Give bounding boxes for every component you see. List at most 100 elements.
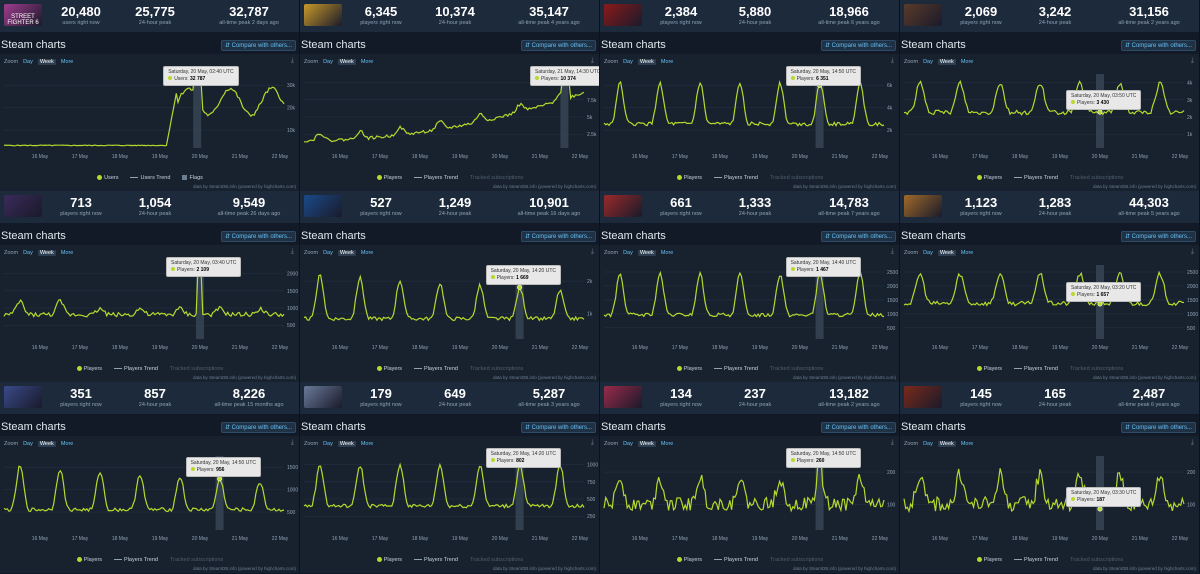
zoom-week-button[interactable]: Week (37, 250, 56, 256)
hover-point[interactable] (517, 284, 523, 290)
zoom-more-button[interactable]: More (360, 250, 374, 256)
zoom-more-button[interactable]: More (60, 441, 74, 447)
game-thumbnail[interactable]: STREET FIGHTER 6 (4, 4, 42, 26)
zoom-week-button[interactable]: Week (37, 441, 56, 447)
compare-button[interactable]: ⇵ Compare with others... (820, 40, 896, 51)
compare-button[interactable]: ⇵ Compare with others... (820, 231, 896, 242)
zoom-day-button[interactable]: Day (923, 250, 933, 256)
zoom-day-button[interactable]: Day (23, 250, 33, 256)
zoom-day-button[interactable]: Day (23, 59, 33, 65)
game-thumbnail[interactable] (304, 4, 342, 26)
zoom-week-button[interactable]: Week (337, 250, 356, 256)
legend-players[interactable]: Players (676, 175, 702, 181)
game-thumbnail[interactable] (304, 386, 342, 408)
compare-button[interactable]: ⇵ Compare with others... (1120, 40, 1196, 51)
legend-players[interactable]: Players (976, 557, 1002, 563)
legend-players-trend[interactable]: Players Trend (114, 557, 158, 563)
zoom-day-button[interactable]: Day (623, 441, 633, 447)
legend-players-trend[interactable]: Players Trend (414, 175, 458, 181)
zoom-day-button[interactable]: Day (323, 59, 333, 65)
game-thumbnail[interactable] (904, 4, 942, 26)
hover-point[interactable] (217, 476, 223, 482)
game-thumbnail[interactable] (4, 386, 42, 408)
download-icon[interactable]: ⤓ (590, 439, 594, 446)
legend-players-trend[interactable]: Players Trend (414, 366, 458, 372)
zoom-day-button[interactable]: Day (923, 441, 933, 447)
zoom-day-button[interactable]: Day (23, 441, 33, 447)
hover-point[interactable] (1097, 506, 1103, 512)
download-icon[interactable]: ⤓ (890, 57, 894, 64)
game-thumbnail[interactable] (604, 386, 642, 408)
zoom-more-button[interactable]: More (660, 59, 674, 65)
download-icon[interactable]: ⤓ (590, 57, 594, 64)
game-thumbnail[interactable] (304, 195, 342, 217)
compare-button[interactable]: ⇵ Compare with others... (520, 40, 596, 51)
zoom-more-button[interactable]: More (960, 59, 974, 65)
download-icon[interactable]: ⤓ (290, 439, 294, 446)
legend-tracked[interactable]: Tracked subscriptions (1069, 366, 1124, 372)
download-icon[interactable]: ⤓ (1190, 439, 1194, 446)
legend-tracked[interactable]: Tracked subscriptions (769, 175, 824, 181)
legend-players-trend[interactable]: Players Trend (714, 557, 758, 563)
game-thumbnail[interactable] (904, 386, 942, 408)
legend-players[interactable]: Players (376, 557, 402, 563)
legend-tracked[interactable]: Tracked subscriptions (469, 366, 524, 372)
zoom-week-button[interactable]: Week (637, 441, 656, 447)
compare-button[interactable]: ⇵ Compare with others... (220, 40, 296, 51)
legend-tracked[interactable]: Tracked subscriptions (469, 175, 524, 181)
legend-players-trend[interactable]: Players Trend (714, 175, 758, 181)
legend-players-trend[interactable]: Players Trend (414, 557, 458, 563)
compare-button[interactable]: ⇵ Compare with others... (1120, 231, 1196, 242)
legend-players-trend[interactable]: Players Trend (1014, 175, 1058, 181)
download-icon[interactable]: ⤓ (890, 439, 894, 446)
legend-players-trend[interactable]: Players Trend (114, 366, 158, 372)
zoom-week-button[interactable]: Week (937, 441, 956, 447)
hover-point[interactable] (1097, 109, 1103, 115)
zoom-week-button[interactable]: Week (37, 59, 56, 65)
legend-tracked[interactable]: Tracked subscriptions (1069, 557, 1124, 563)
legend-users-trend[interactable]: Users Trend (130, 175, 170, 181)
zoom-more-button[interactable]: More (660, 250, 674, 256)
compare-button[interactable]: ⇵ Compare with others... (220, 422, 296, 433)
legend-tracked[interactable]: Tracked subscriptions (169, 366, 224, 372)
compare-button[interactable]: ⇵ Compare with others... (220, 231, 296, 242)
hover-point[interactable] (1097, 301, 1103, 307)
compare-button[interactable]: ⇵ Compare with others... (820, 422, 896, 433)
zoom-week-button[interactable]: Week (937, 250, 956, 256)
game-thumbnail[interactable] (904, 195, 942, 217)
zoom-more-button[interactable]: More (360, 441, 374, 447)
legend-tracked[interactable]: Tracked subscriptions (169, 557, 224, 563)
zoom-week-button[interactable]: Week (637, 250, 656, 256)
download-icon[interactable]: ⤓ (590, 248, 594, 255)
game-thumbnail[interactable] (604, 195, 642, 217)
download-icon[interactable]: ⤓ (890, 248, 894, 255)
zoom-more-button[interactable]: More (660, 441, 674, 447)
zoom-week-button[interactable]: Week (937, 59, 956, 65)
zoom-day-button[interactable]: Day (323, 441, 333, 447)
legend-players[interactable]: Players (676, 366, 702, 372)
compare-button[interactable]: ⇵ Compare with others... (520, 422, 596, 433)
legend-players[interactable]: Players (76, 366, 102, 372)
game-thumbnail[interactable] (604, 4, 642, 26)
legend-players-trend[interactable]: Players Trend (714, 366, 758, 372)
legend-tracked[interactable]: Tracked subscriptions (769, 366, 824, 372)
legend-tracked[interactable]: Tracked subscriptions (469, 557, 524, 563)
download-icon[interactable]: ⤓ (290, 57, 294, 64)
zoom-more-button[interactable]: More (60, 59, 74, 65)
legend-players[interactable]: Players (676, 557, 702, 563)
legend-players[interactable]: Players (76, 557, 102, 563)
compare-button[interactable]: ⇵ Compare with others... (520, 231, 596, 242)
legend-players[interactable]: Players (976, 366, 1002, 372)
zoom-week-button[interactable]: Week (337, 59, 356, 65)
legend-tracked[interactable]: Tracked subscriptions (769, 557, 824, 563)
zoom-day-button[interactable]: Day (623, 59, 633, 65)
compare-button[interactable]: ⇵ Compare with others... (1120, 422, 1196, 433)
legend-players-trend[interactable]: Players Trend (1014, 366, 1058, 372)
download-icon[interactable]: ⤓ (1190, 57, 1194, 64)
legend-players[interactable]: Players (376, 366, 402, 372)
game-thumbnail[interactable] (4, 195, 42, 217)
download-icon[interactable]: ⤓ (290, 248, 294, 255)
download-icon[interactable]: ⤓ (1190, 248, 1194, 255)
legend-users[interactable]: Users (97, 175, 118, 181)
legend-tracked[interactable]: Tracked subscriptions (1069, 175, 1124, 181)
